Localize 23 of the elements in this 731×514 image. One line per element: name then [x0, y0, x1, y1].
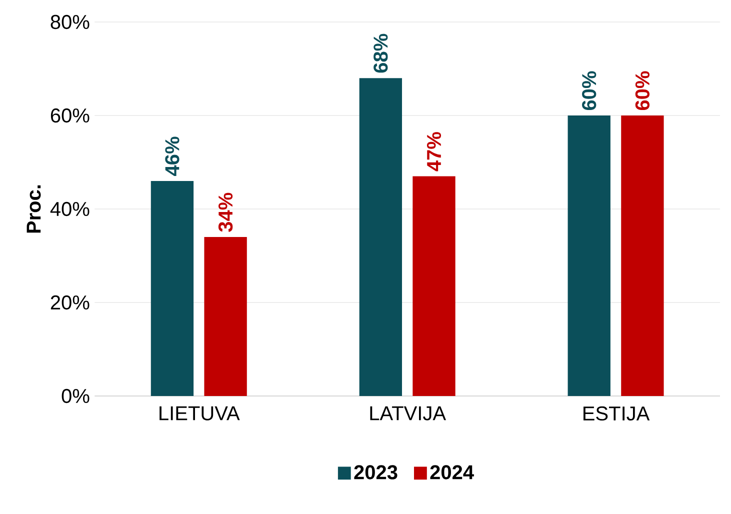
x-tick-label: ESTIJA: [584, 406, 650, 421]
y-tick-label: 60%: [50, 108, 90, 123]
data-label: 60%: [582, 71, 596, 110]
bar: [568, 116, 610, 396]
bar: [412, 176, 456, 396]
y-axis-title: Proc.: [26, 185, 41, 233]
data-label: 60%: [635, 71, 650, 110]
data-label: 34%: [218, 192, 233, 232]
y-tick-label: 80%: [50, 14, 90, 30]
bar: [359, 78, 402, 396]
bar: [621, 116, 664, 396]
y-tick-label: 0%: [62, 388, 90, 404]
bar: [150, 180, 194, 396]
y-tick-label: 40%: [50, 202, 90, 216]
x-tick-label: LATVIJA: [370, 406, 446, 420]
x-tick-label: LIETUVA: [160, 406, 240, 420]
y-tick-label: 20%: [50, 295, 90, 310]
legend-label: 2024: [430, 465, 474, 480]
bar: [204, 237, 247, 396]
data-label: 68%: [374, 34, 388, 73]
data-label: 46%: [165, 136, 180, 176]
legend-label: 2023: [354, 465, 398, 480]
data-label: 47%: [426, 132, 442, 172]
